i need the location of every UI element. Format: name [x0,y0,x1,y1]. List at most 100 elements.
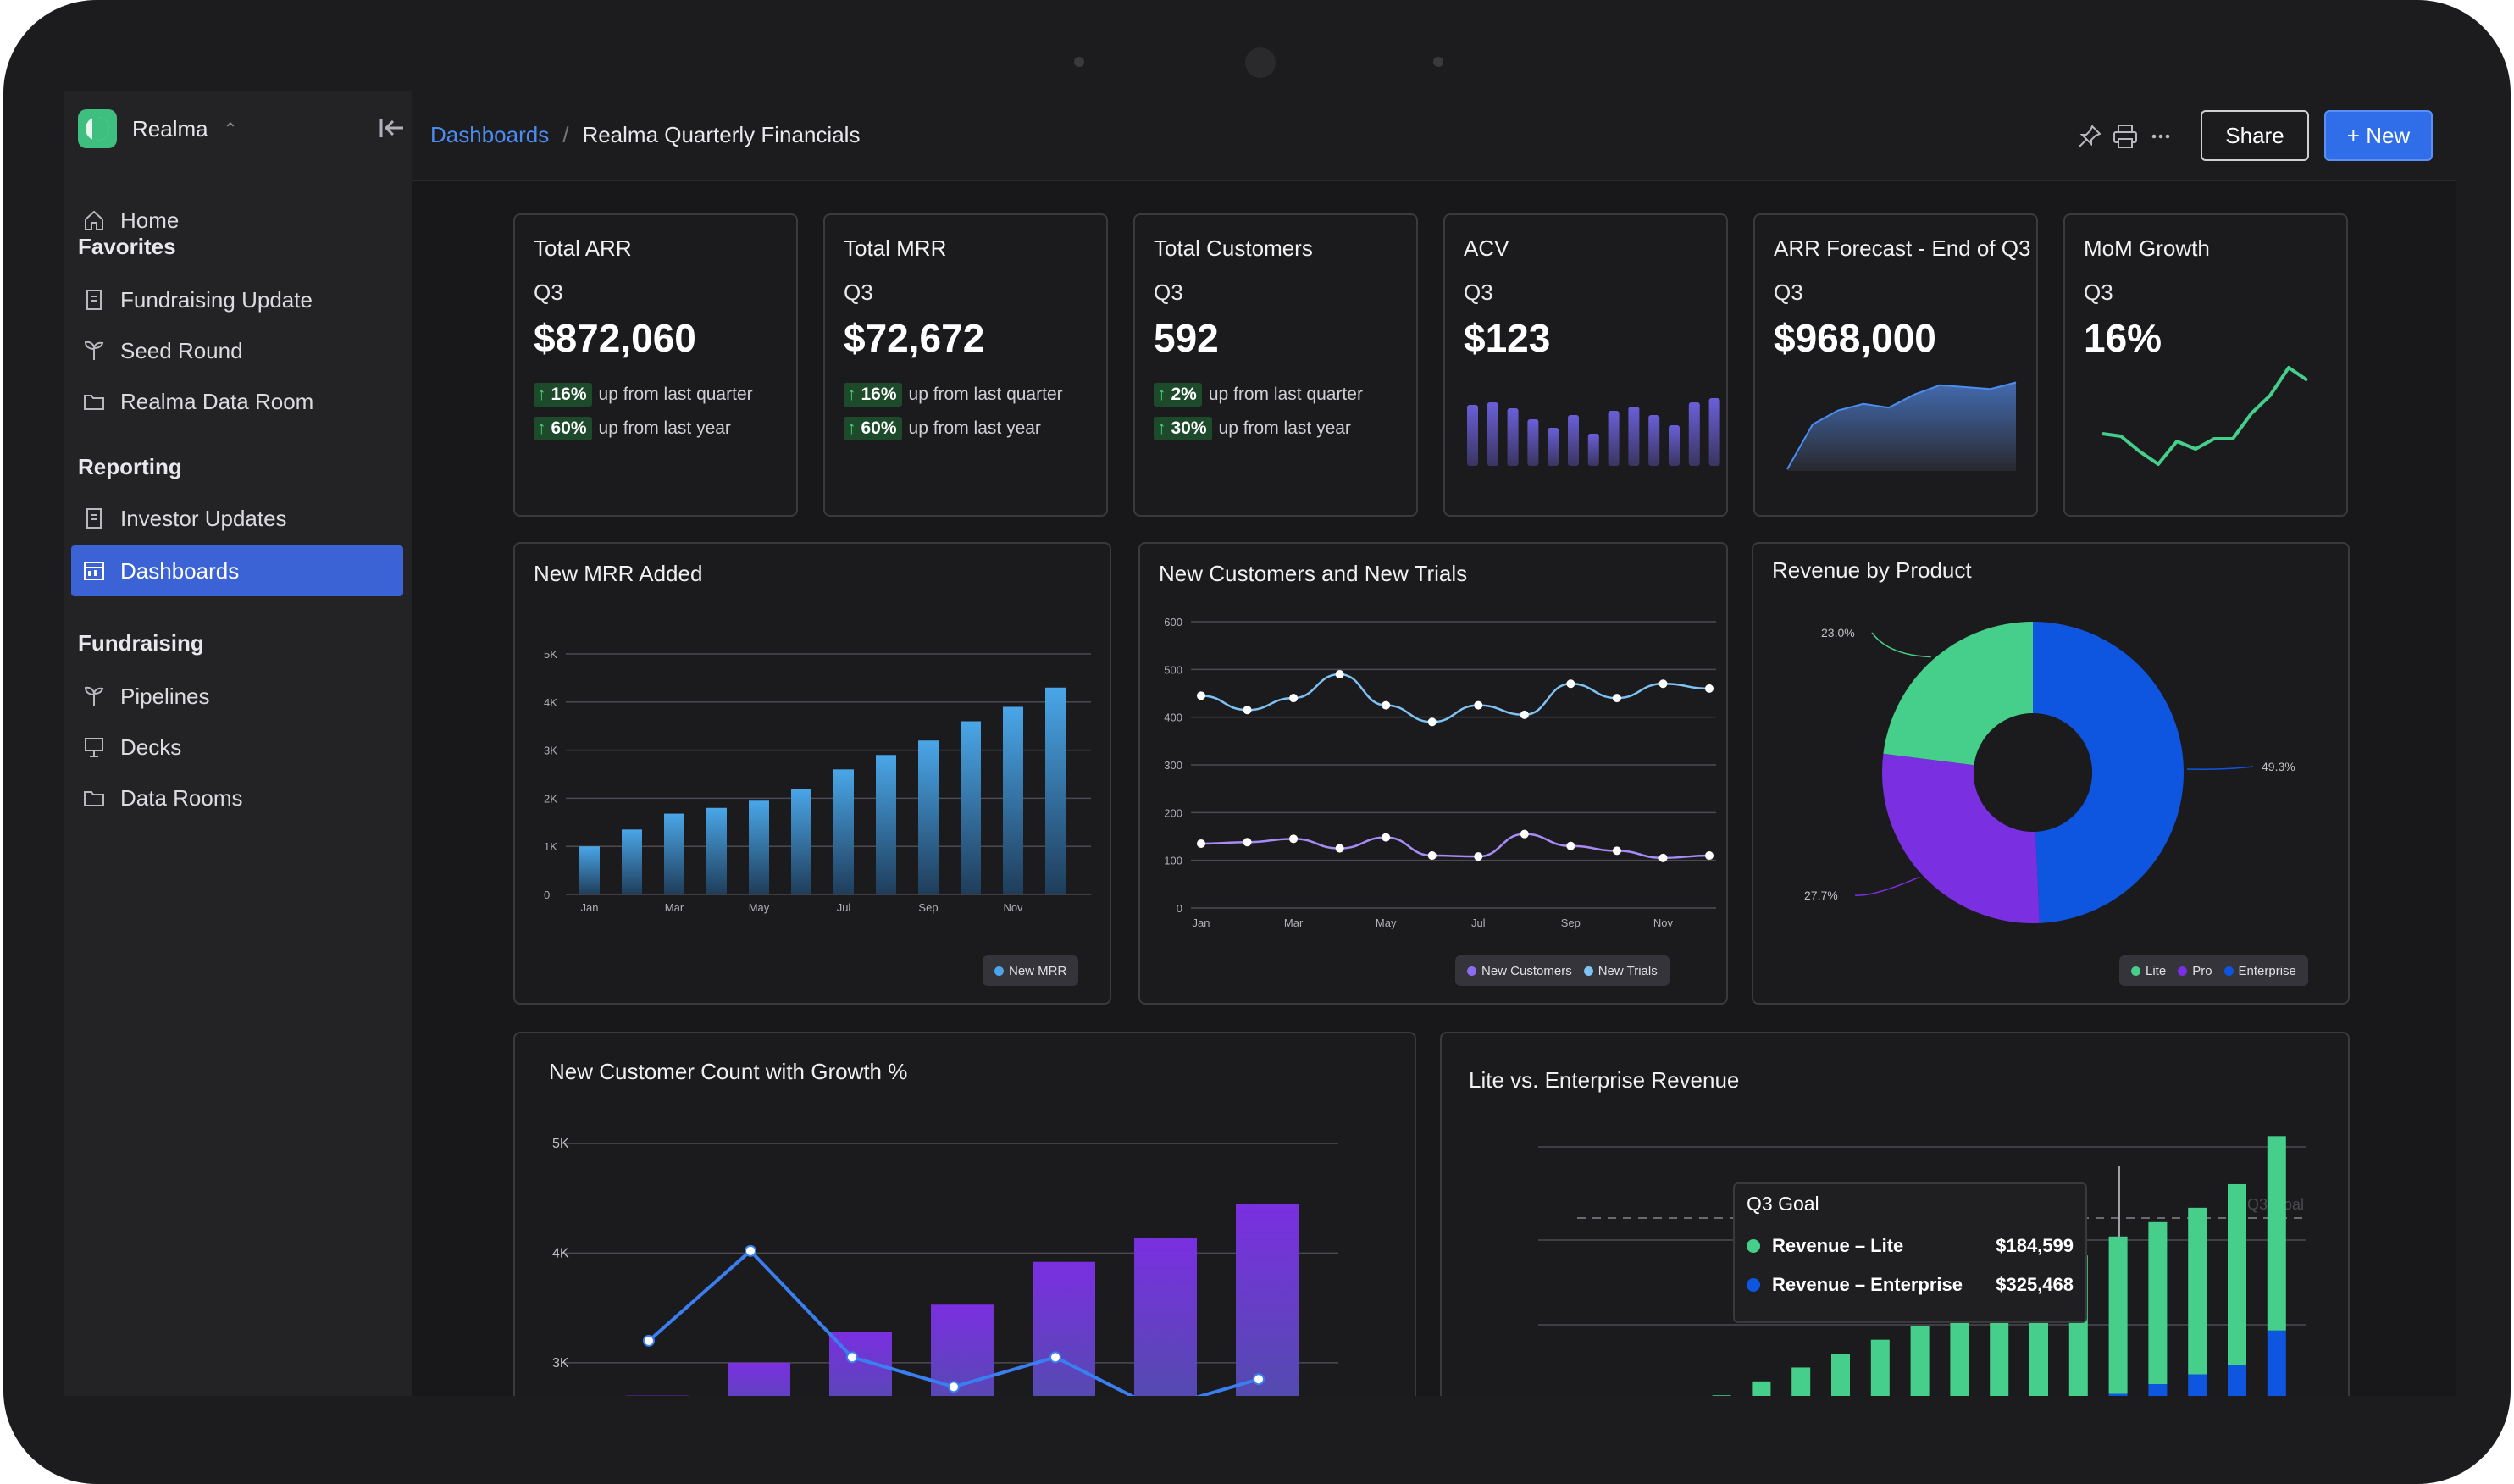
more-icon[interactable] [2146,122,2175,151]
x-tick-label: May [749,901,770,914]
home-icon [85,210,103,230]
kpi-value: 16% [2084,316,2162,360]
x-tick-label: Mar [665,901,684,914]
realma-logo-icon [78,109,117,148]
data-point [1197,691,1205,700]
enterprise-bar [2148,1384,2168,1396]
kpi-title: Total ARR [534,235,632,261]
sidebar-item-label: Fundraising Update [120,286,313,313]
breadcrumb-dashboards-link[interactable]: Dashboards [430,122,550,147]
y-tick-label: 200 [1164,806,1182,819]
print-icon[interactable] [2111,122,2140,151]
kpi-delta: ↑ 2% up from last quarter [1154,383,1363,407]
customer-bar [1236,1204,1299,1396]
x-tick-label: Jan [1193,916,1210,929]
delta-text: up from last year [908,418,1041,438]
data-point [1253,1373,1265,1386]
tablet-frame: Realma ⌃ Home Favorites Fundraising Upda… [3,0,2511,1484]
pin-icon[interactable] [2075,122,2104,151]
customer-bar [1134,1238,1197,1396]
pie-slice [1883,622,2033,766]
lite-bar [1990,1302,2009,1396]
mrr-bar [664,813,684,894]
acv-bar [1467,405,1478,466]
sensor-dot [1074,57,1084,67]
camera [1245,47,1276,78]
y-tick-label: 4K [552,1246,569,1260]
kpi-delta: ↑ 16% up from last quarter [534,383,753,407]
sidebar-item-investor-updates[interactable]: Investor Updates [71,493,403,544]
sidebar-item-pipelines[interactable]: Pipelines [71,671,403,722]
slice-leader [2186,766,2254,770]
customer-bar [931,1304,994,1396]
acv-bar [1568,415,1579,466]
y-tick-label: 400 [1164,712,1182,724]
chart-tooltip: Q3 Goal Revenue – Lite $184,599 Revenue … [1733,1182,2087,1323]
page-title: Realma Quarterly Financials [582,122,861,147]
lite-bar [2108,1236,2128,1394]
kpi-value: $72,672 [844,316,985,360]
sprout-icon [84,686,104,706]
y-tick-label: 4K [544,696,557,709]
new-button[interactable]: + New [2324,110,2433,161]
lite-enterprise-chart: Q3 Goal [1538,1136,2306,1396]
kpi-period: Q3 [534,280,563,305]
data-point [948,1381,960,1393]
presentation-icon [85,738,103,757]
kpi-sparkline [1786,381,2017,471]
slice-label: 27.7% [1804,889,1838,902]
data-point [1382,700,1391,710]
sidebar-item-seed-round[interactable]: Seed Round [71,325,403,376]
acv-bar [1608,411,1620,466]
kpi-card: ARR Forecast - End of Q3 Q3 $968,000 [1753,213,2038,517]
slice-leader [1871,632,1931,658]
kpi-card: ACV Q3 $123 [1443,213,1728,517]
document-icon [86,290,102,310]
kpi-value: 592 [1154,316,1219,360]
data-point [1612,846,1621,856]
kpi-title: MoM Growth [2084,235,2210,261]
legend-item: Enterprise [2223,963,2296,978]
workspace-switcher[interactable]: Realma ⌃ [78,108,237,149]
kpi-sparkline [1467,398,1720,466]
legend-item: New Trials [1583,964,1658,978]
lite-bar [1950,1311,1969,1396]
tooltip-value: $325,468 [1996,1274,2074,1295]
sidebar-item-label: Data Rooms [120,784,243,811]
enterprise-bar [2267,1330,2286,1396]
sidebar-item-dashboards[interactable]: Dashboards [71,545,403,596]
sidebar-item-home[interactable]: Home [71,195,403,246]
sidebar-item-data-rooms[interactable]: Data Rooms [71,772,403,823]
legend-item: New Customers [1467,964,1572,978]
chevron-updown-icon: ⌃ [223,119,238,139]
mrr-bar [579,846,600,894]
data-point [1612,694,1621,703]
kpi-period: Q3 [1464,280,1493,305]
x-tick-label: Jan [581,901,599,914]
mrr-bar [833,769,854,894]
lite-bar [2267,1136,2286,1331]
legend-label: Enterprise [2238,963,2296,978]
share-button[interactable]: Share [2201,110,2309,161]
chart-title: New Customers and New Trials [1159,561,1468,586]
sidebar-item-realma-data-room[interactable]: Realma Data Room [71,376,403,427]
kpi-sparkline [2101,366,2309,466]
lite-bar [1910,1326,1930,1396]
tooltip-row-enterprise: Revenue – Enterprise [1747,1274,1963,1296]
data-point [1705,851,1714,861]
legend-swatch [2131,966,2140,976]
data-point [1427,717,1437,727]
pie-slice [1882,753,2040,923]
arrow-up-icon: ↑ [847,385,856,404]
collapse-sidebar-icon[interactable] [376,114,407,142]
chart-title: New MRR Added [534,561,703,586]
data-point [1520,710,1529,719]
arrow-up-icon: ↑ [847,418,856,438]
kpi-period: Q3 [1774,280,1803,305]
sidebar-item-fundraising-update[interactable]: Fundraising Update [71,274,403,325]
y-tick-label: 500 [1164,663,1182,676]
enterprise-bar [2228,1365,2246,1396]
enterprise-bar [2108,1393,2128,1396]
sidebar-item-decks[interactable]: Decks [71,722,403,772]
sidebar-item-label: Dashboards [120,557,240,584]
